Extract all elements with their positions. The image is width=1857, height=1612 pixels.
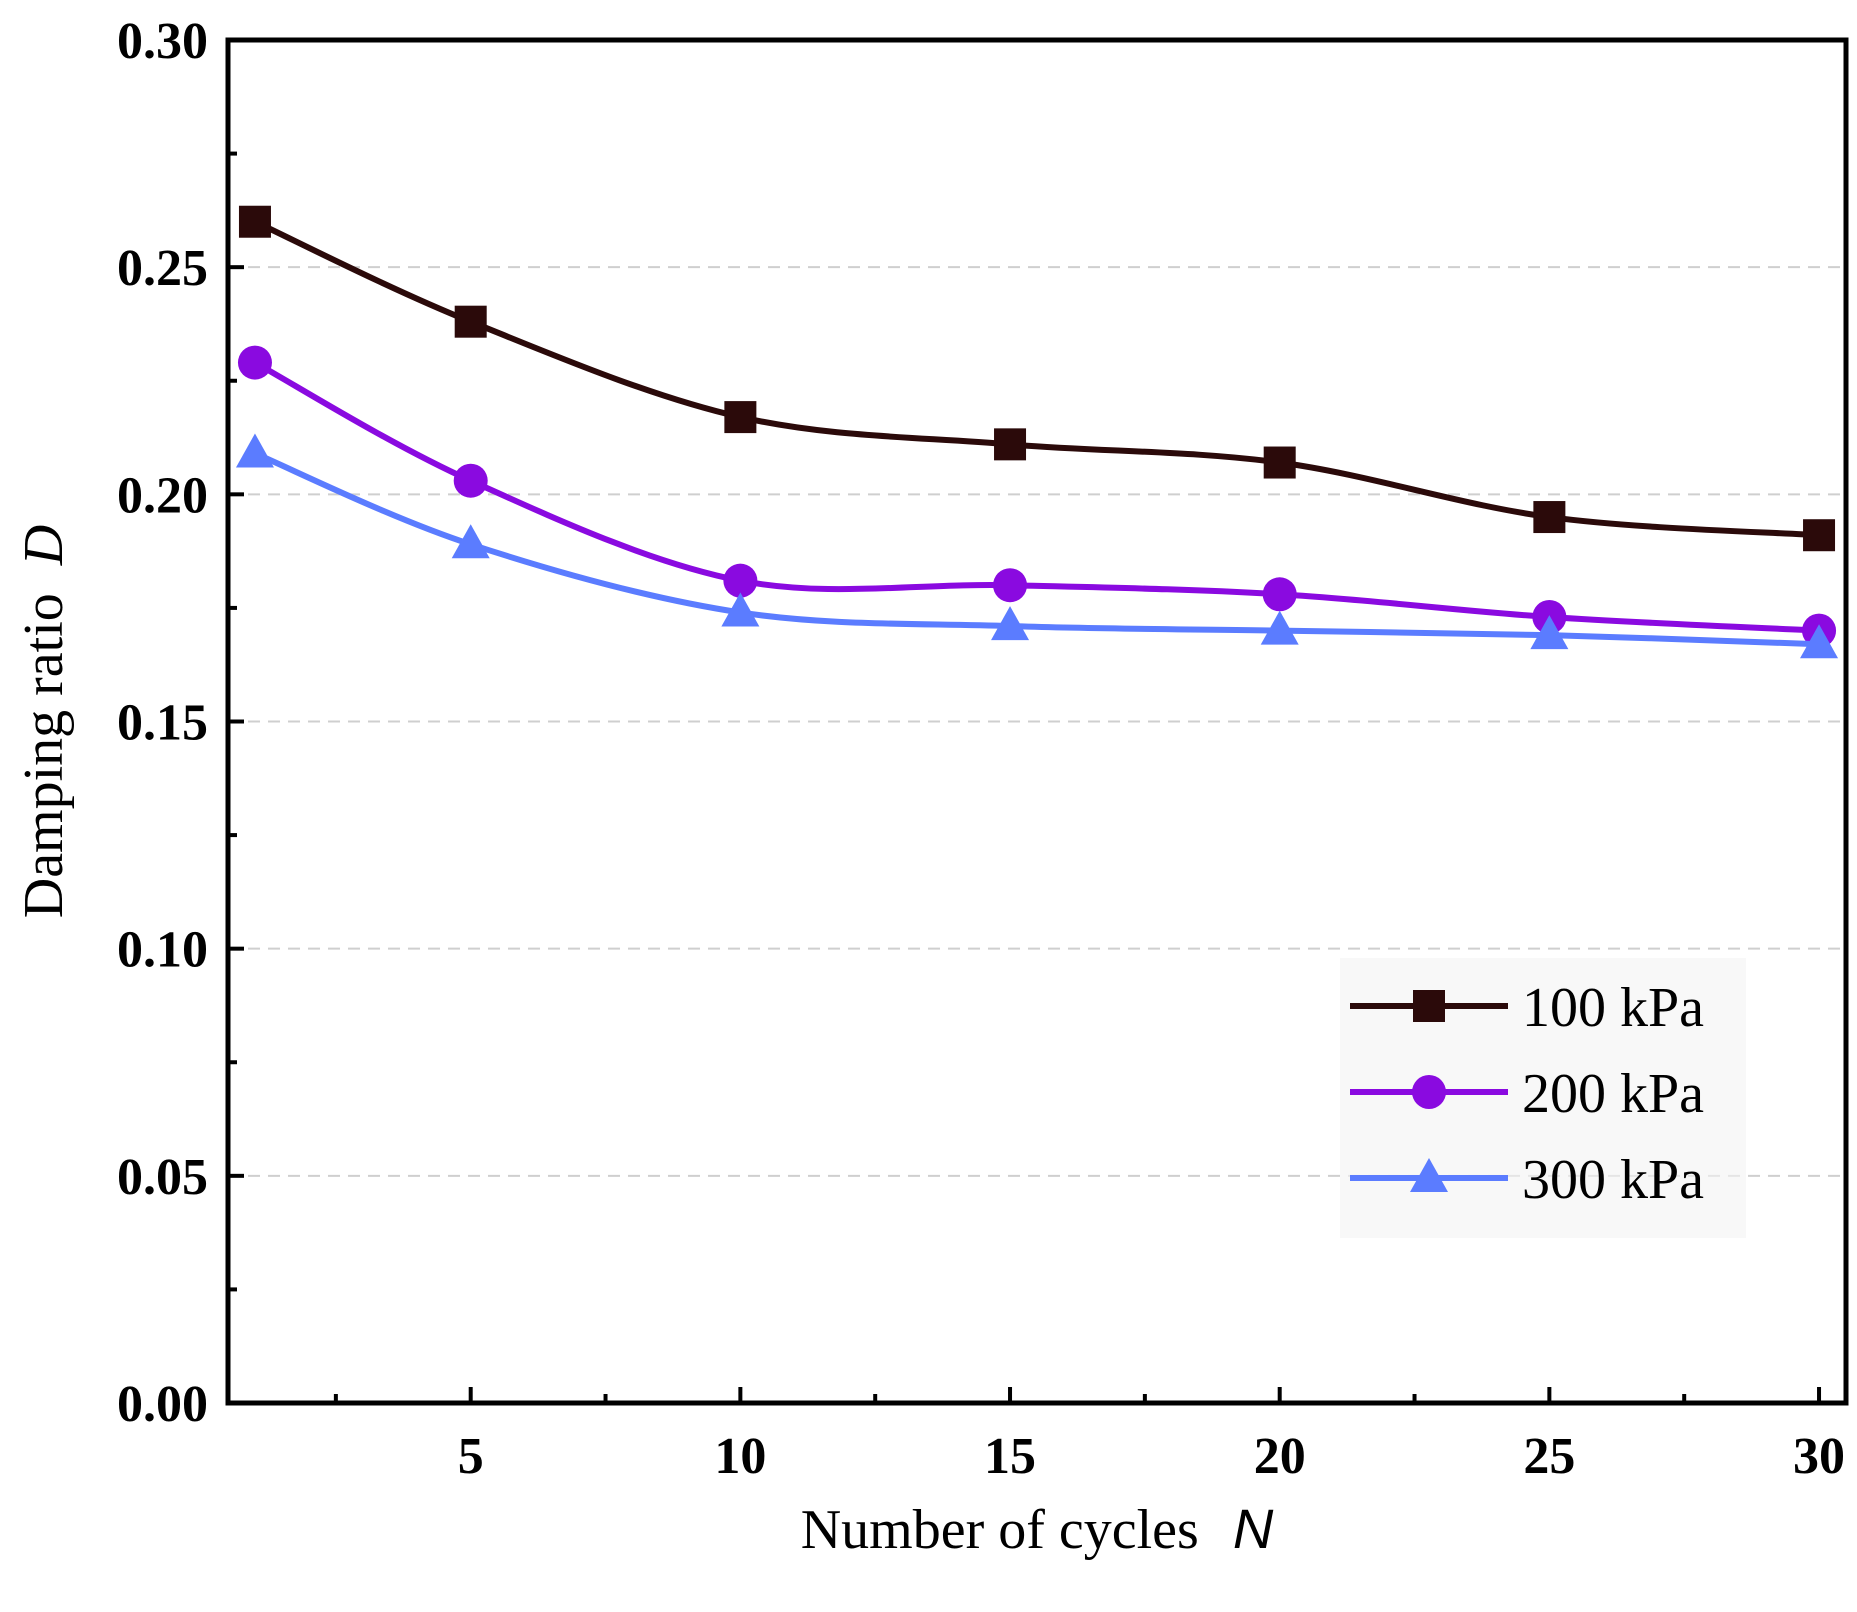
y-tick-label: 0.10 (117, 922, 208, 979)
data-point (1263, 446, 1296, 479)
x-tick-label: 5 (458, 1428, 484, 1485)
data-point (1262, 577, 1297, 612)
tick-labels: 0.00 0.05 0.10 0.15 0.20 0.25 0.30 5 10 15 20 25 30 (117, 13, 1845, 1485)
y-tick-label: 0.05 (117, 1149, 208, 1206)
data-point (1800, 624, 1839, 659)
legend-label: 100 kPa (1522, 977, 1704, 1039)
legend: 100 kPa 200 kPa 300 kPa (1340, 958, 1746, 1238)
axis-ticks (228, 38, 1822, 1405)
y-tick-label: 0.25 (117, 240, 208, 297)
data-point (235, 433, 274, 468)
data-point (451, 524, 490, 559)
legend-label: 300 kPa (1522, 1149, 1704, 1211)
x-tick-label: 10 (714, 1428, 766, 1485)
data-point (453, 463, 488, 498)
data-point (991, 606, 1030, 641)
data-point (1530, 615, 1569, 650)
legend-marker (1413, 990, 1445, 1022)
y-tick-label: 0.30 (117, 13, 208, 70)
data-point (993, 568, 1028, 603)
data-point (1803, 519, 1836, 552)
data-point (237, 345, 272, 380)
data-point (994, 428, 1027, 461)
x-axis-title-text: Number of cycles (801, 1499, 1199, 1561)
y-tick-label: 0.20 (117, 467, 208, 524)
data-point (723, 563, 758, 598)
series-100-kpa (238, 205, 1836, 552)
y-axis-title: Damping ratio D (13, 525, 75, 919)
data-point (724, 401, 757, 434)
x-tick-label: 25 (1523, 1428, 1575, 1485)
data-point (454, 305, 487, 338)
y-tick-label: 0.00 (117, 1376, 208, 1433)
data-point (721, 592, 760, 627)
x-tick-label: 20 (1254, 1428, 1306, 1485)
y-axis-title-text: Damping ratio (13, 593, 75, 918)
data-point (1260, 610, 1299, 645)
legend-entry: 100 kPa (1350, 977, 1704, 1039)
series-300-kpa (235, 433, 1839, 659)
legend-label: 200 kPa (1522, 1063, 1704, 1125)
x-tick-label: 30 (1793, 1428, 1845, 1485)
y-axis-symbol: D (13, 525, 75, 566)
data-point (1533, 501, 1566, 534)
x-axis-symbol: N (1233, 1497, 1274, 1560)
data-point (238, 205, 271, 238)
legend-entry: 200 kPa (1350, 1063, 1704, 1125)
legend-entry: 300 kPa (1350, 1149, 1704, 1211)
y-tick-label: 0.15 (117, 695, 208, 752)
legend-marker (1412, 1075, 1446, 1109)
x-tick-label: 15 (984, 1428, 1036, 1485)
x-axis-title: Number of cycles N (801, 1497, 1274, 1561)
series-group (235, 205, 1839, 659)
legend-marker (1410, 1158, 1448, 1192)
